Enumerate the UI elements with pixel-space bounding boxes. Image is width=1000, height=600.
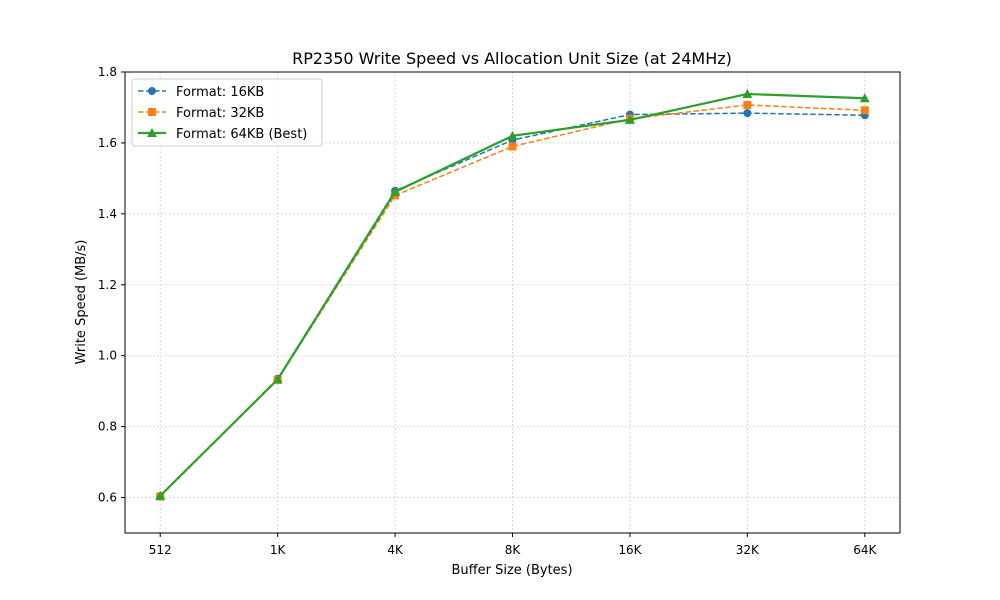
data-point: [859, 93, 870, 103]
legend-label: Format: 64KB (Best): [176, 127, 307, 142]
x-tick-label: 8K: [505, 543, 522, 557]
data-point: [272, 374, 283, 384]
legend-label: Format: 16KB: [176, 85, 264, 100]
legend-box: [131, 78, 323, 147]
data-point: [860, 106, 869, 115]
y-tick-label: 1.2: [98, 278, 117, 292]
legend-marker: [147, 128, 157, 137]
x-tick-label: 64K: [853, 543, 877, 557]
series-line: [159, 92, 865, 497]
data-point: [742, 88, 753, 98]
data-point: [743, 109, 752, 118]
y-axis-label: Write Speed (MB/s): [74, 240, 89, 365]
legend: Format: 16KB Format: 32KB Format: 64KB (Be…: [131, 78, 323, 147]
y-tick-label: 0.8: [98, 420, 117, 434]
legend-marker: [148, 108, 156, 116]
x-tick-label: 1K: [270, 543, 287, 557]
data-point: [743, 100, 752, 109]
y-tick-label: 0.6: [98, 491, 117, 505]
x-tick-label: 16K: [618, 543, 642, 557]
data-point: [155, 490, 166, 500]
y-tick-label: 1.4: [98, 207, 117, 221]
chart-title: RP2350 Write Speed vs Allocation Unit Si…: [292, 49, 732, 68]
x-tick-label: 32K: [736, 543, 760, 557]
data-point: [508, 142, 517, 151]
y-tick-label: 1.8: [98, 65, 117, 79]
x-tick-label: 512: [149, 543, 172, 557]
y-tick-label: 1.6: [98, 136, 117, 150]
data-point: [507, 130, 518, 140]
legend-marker: [148, 87, 156, 95]
y-tick-label: 1.0: [98, 349, 117, 363]
legend-label: Format: 32KB: [176, 106, 264, 121]
data-point: [624, 114, 635, 124]
data-point: [390, 186, 401, 196]
x-tick-label: 4K: [387, 543, 404, 557]
x-axis-label: Buffer Size (Bytes): [451, 563, 572, 578]
